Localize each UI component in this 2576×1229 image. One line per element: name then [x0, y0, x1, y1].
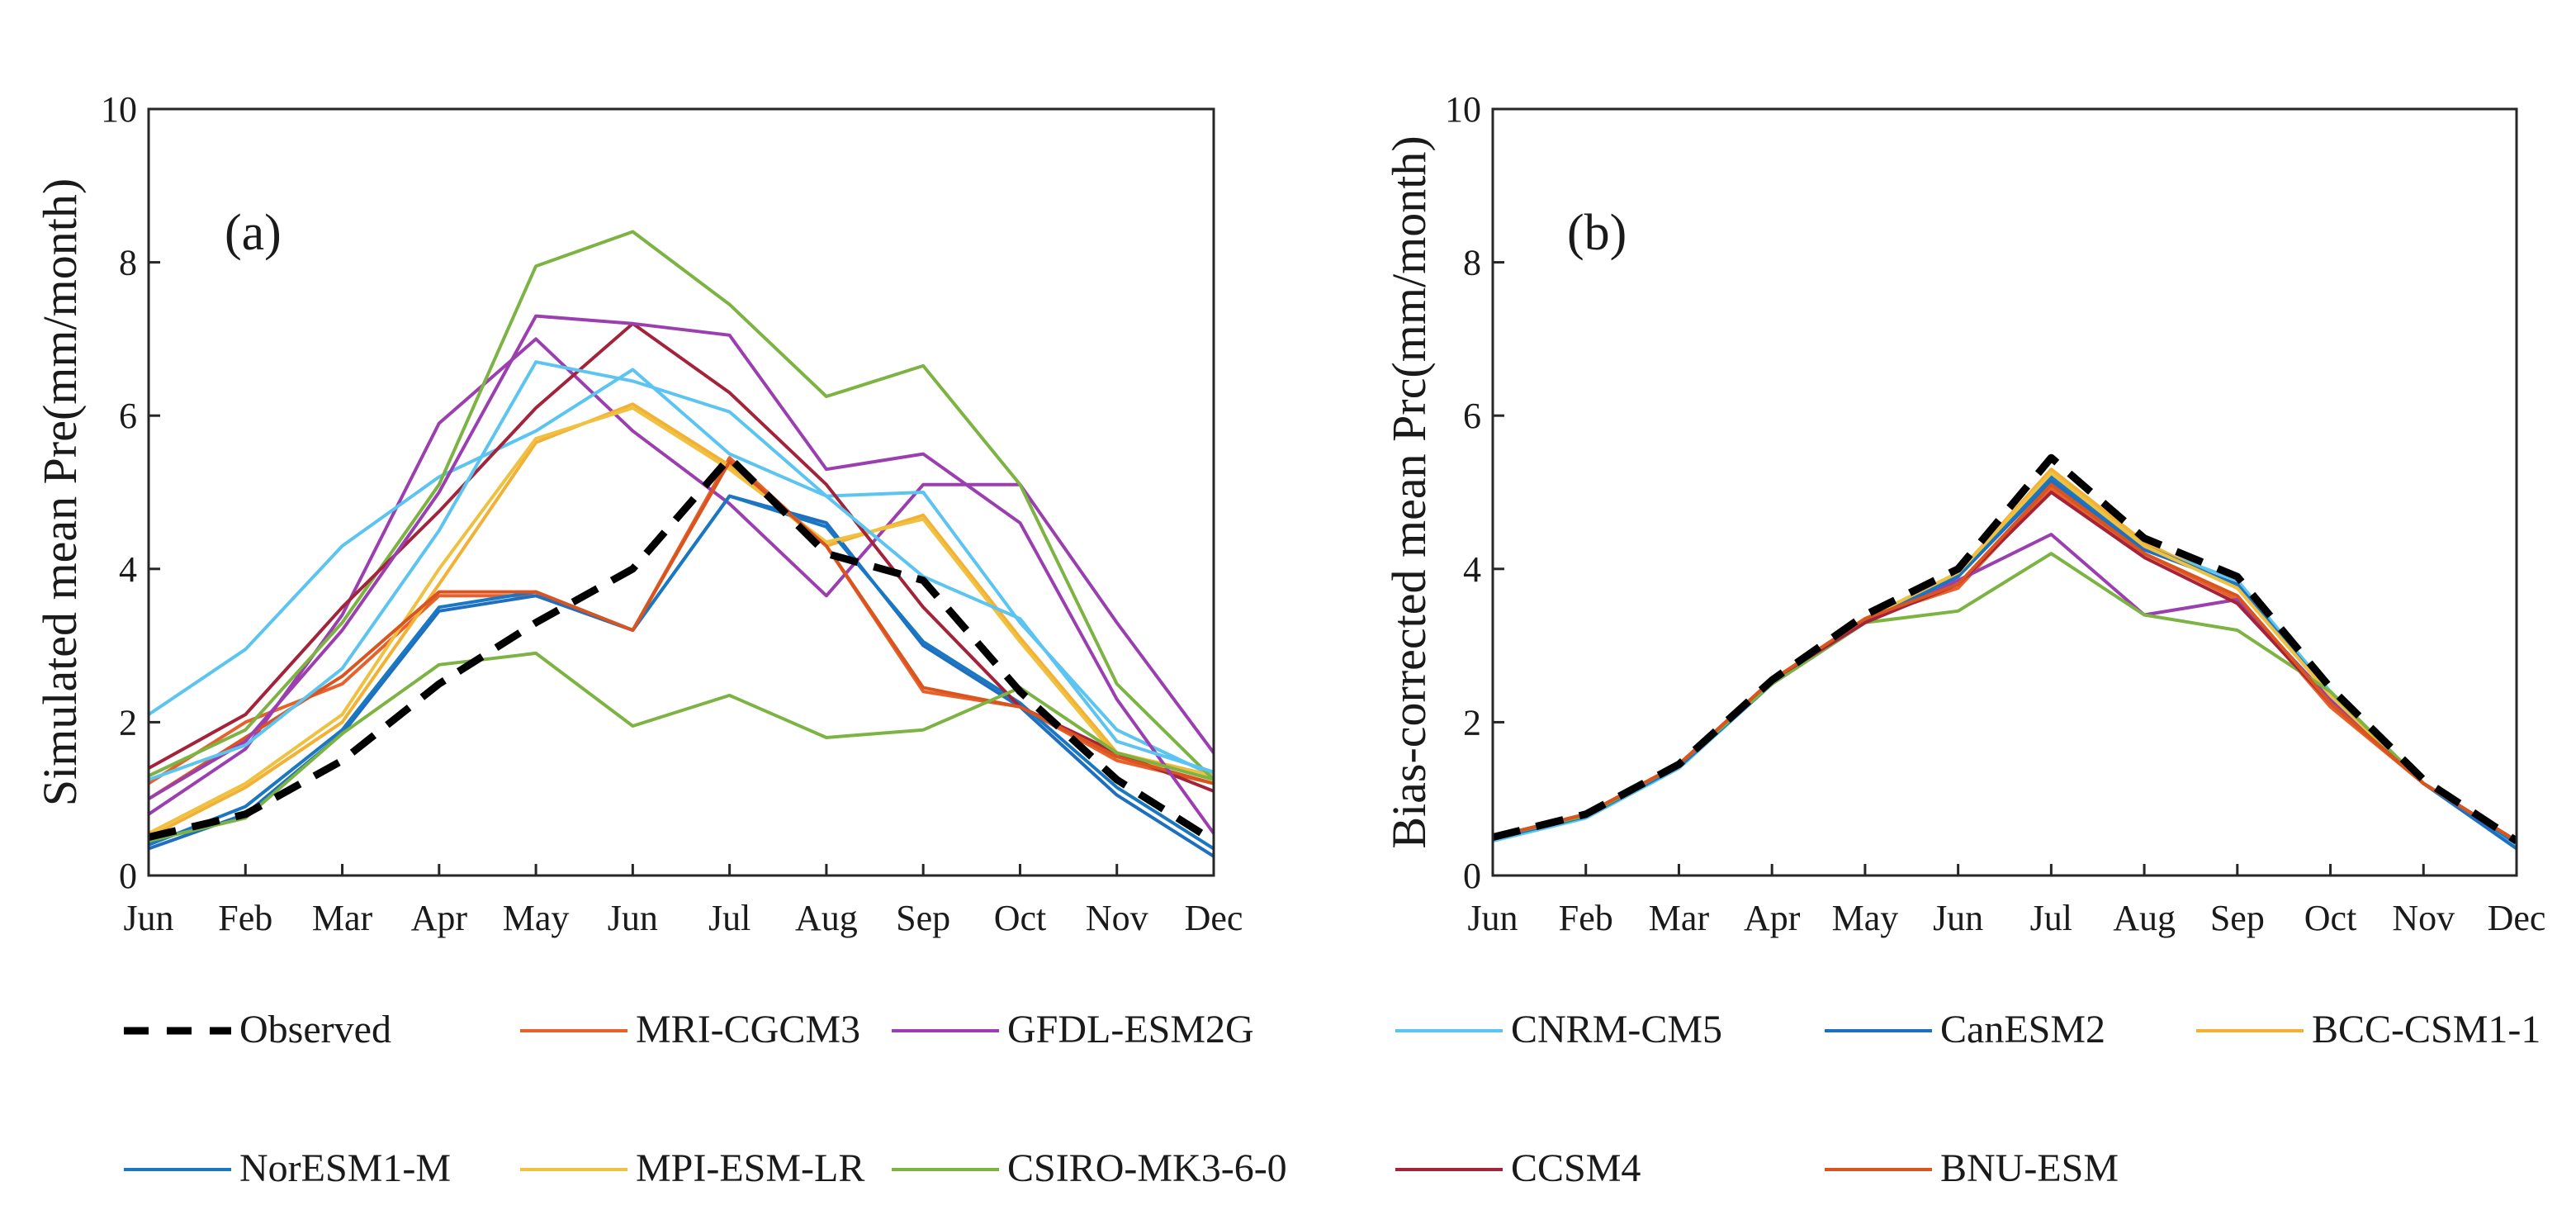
panel-a-series-bnu-esm	[149, 459, 1214, 800]
panel-a-series-cnrm-cm5-2	[149, 360, 1214, 781]
panel-b-ytick-label: 4	[1463, 549, 1481, 590]
panel-a-series-observed	[149, 453, 1214, 845]
panel-b-xtick-label: Feb	[1559, 898, 1613, 938]
legend-label-bcc-csm1-1: BCC-CSM1-1	[2312, 1008, 2540, 1051]
panel-a-ytick-label: 0	[119, 856, 137, 896]
legend: Observed MRI-CGCM3 GFDL-ESM2G CNRM-CM5 CanES…	[124, 1008, 2540, 1190]
panel-b-xtick-label: Jun	[1467, 898, 1518, 938]
panel-a-ytick-label: 6	[119, 396, 137, 436]
legend-item-noresm1-m: NorESM1-M	[124, 1146, 451, 1190]
panel-a-xtick-label: Jun	[608, 898, 658, 938]
panel-b-y-axis-label: Bias-corrected mean Prc(mm/month)	[1382, 135, 1436, 848]
legend-item-canesm2: CanESM2	[1825, 1008, 2105, 1051]
legend-label-mri-cgcm3: MRI-CGCM3	[636, 1008, 860, 1051]
panel-a-series-gfdl-esm2g-2	[149, 314, 1214, 835]
panel-a-ytick-label: 8	[119, 243, 137, 283]
panel-a: 0 2 4 6 8 10 Jun Feb Mar Apr May Jun Jul Aug Sep Oct Nov…	[33, 89, 1243, 938]
panel-a-axes-box	[147, 107, 1215, 877]
panel-b-ticks: 0 2 4 6 8 10 Jun Feb Mar Apr May Jun Jul Aug Sep Oct Nov…	[1445, 89, 2545, 938]
panel-b-xtick-label: Aug	[2113, 898, 2176, 938]
panel-a-ytick-label: 2	[119, 702, 137, 743]
panel-b-xtick-label: Sep	[2210, 898, 2265, 938]
panel-a-xtick-label: Nov	[1086, 898, 1148, 938]
panel-a-series-gfdl-esm2g	[149, 337, 1214, 816]
legend-item-bcc-csm1-1: BCC-CSM1-1	[2196, 1008, 2540, 1051]
panel-a-series-group	[149, 230, 1214, 858]
panel-a-xtick-label: May	[503, 898, 570, 938]
panel-b-label: (b)	[1567, 205, 1627, 261]
legend-label-observed: Observed	[239, 1008, 391, 1051]
panel-a-ticks: 0 2 4 6 8 10 Jun Feb Mar Apr May Jun Jul Aug Sep Oct Nov…	[101, 89, 1243, 938]
panel-a-xtick-label: Mar	[312, 898, 373, 938]
panel-a-ytick-label: 4	[119, 549, 137, 590]
legend-item-csiro-mk3-6-0: CSIRO-MK3-6-0	[892, 1146, 1287, 1190]
panel-b-xtick-label: Nov	[2392, 898, 2455, 938]
panel-a-series-csiro-mk3-6-0	[149, 230, 1214, 781]
panel-b-series-group	[1493, 453, 2517, 851]
legend-label-mpi-esm-lr: MPI-ESM-LR	[636, 1146, 864, 1190]
panel-a-y-axis-label: Simulated mean Pre(mm/month)	[33, 178, 87, 806]
legend-item-mpi-esm-lr: MPI-ESM-LR	[520, 1146, 864, 1190]
panel-a-series-bcc-csm1-1	[149, 402, 1214, 839]
legend-item-gfdl-esm2g: GFDL-ESM2G	[892, 1008, 1254, 1051]
panel-b-xtick-label: Oct	[2304, 898, 2357, 938]
panel-b-ytick-label: 6	[1463, 396, 1481, 436]
panel-a-xtick-label: Oct	[994, 898, 1047, 938]
legend-label-ccsm4: CCSM4	[1511, 1146, 1641, 1190]
panel-b-ytick-label: 8	[1463, 243, 1481, 283]
legend-label-gfdl-esm2g: GFDL-ESM2G	[1007, 1008, 1254, 1051]
legend-label-bnu-esm: BNU-ESM	[1940, 1146, 2119, 1190]
panel-b-ytick-label: 2	[1463, 702, 1481, 743]
legend-item-observed: Observed	[124, 1008, 391, 1051]
panel-a-xtick-label: Dec	[1185, 898, 1243, 938]
legend-item-bnu-esm: BNU-ESM	[1825, 1146, 2119, 1190]
panel-a-xtick-label: Apr	[411, 898, 468, 938]
legend-label-noresm1-m: NorESM1-M	[239, 1146, 451, 1190]
panel-b-axes-box	[1491, 107, 2518, 877]
panel-a-label: (a)	[225, 205, 282, 261]
panel-a-xtick-label: Sep	[896, 898, 950, 938]
panel-b-xtick-label: Mar	[1649, 898, 1710, 938]
panel-a-xtick-label: Jul	[708, 898, 751, 938]
panel-b-xtick-label: May	[1832, 898, 1899, 938]
panel-b-ytick-label: 0	[1463, 856, 1481, 896]
legend-item-mri-cgcm3: MRI-CGCM3	[520, 1008, 860, 1051]
panel-b: 0 2 4 6 8 10 Jun Feb Mar Apr May Jun Jul Aug Sep Oct Nov…	[1382, 89, 2545, 938]
panel-b-xtick-label: Apr	[1744, 898, 1801, 938]
panel-b-xtick-label: Jun	[1933, 898, 1983, 938]
panel-a-series-noresm1-m	[149, 494, 1214, 851]
panel-a-xtick-label: Feb	[218, 898, 272, 938]
panel-b-xtick-label: Dec	[2488, 898, 2546, 938]
legend-label-csiro-mk3-6-0: CSIRO-MK3-6-0	[1007, 1146, 1287, 1190]
legend-label-canesm2: CanESM2	[1940, 1008, 2105, 1051]
panel-a-series-csiro-mk3-6-0-2	[149, 651, 1214, 843]
panel-a-xtick-label: Jun	[123, 898, 173, 938]
legend-label-cnrm-cm5: CNRM-CM5	[1511, 1008, 1722, 1051]
panel-a-ytick-label: 10	[101, 89, 137, 130]
panel-b-xtick-label: Jul	[2030, 898, 2072, 938]
panel-b-ytick-label: 10	[1445, 89, 1481, 130]
panel-b-series-observed	[1493, 453, 2517, 844]
legend-item-cnrm-cm5: CNRM-CM5	[1395, 1008, 1722, 1051]
panel-a-xtick-label: Aug	[795, 898, 858, 938]
panel-a-series-mpi-esm-lr	[149, 406, 1214, 835]
legend-item-ccsm4: CCSM4	[1395, 1146, 1641, 1190]
